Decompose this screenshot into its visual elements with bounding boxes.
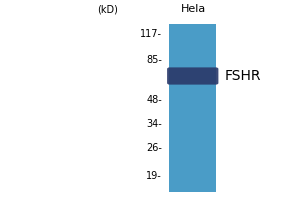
Text: 34-: 34- (146, 119, 162, 129)
Bar (169, 24, 216, 192)
Text: (kD): (kD) (98, 4, 118, 14)
Text: 26-: 26- (146, 143, 162, 153)
Text: 48-: 48- (146, 95, 162, 105)
Text: 19-: 19- (146, 171, 162, 181)
Text: Hela: Hela (181, 4, 206, 14)
Text: FSHR: FSHR (225, 69, 262, 83)
Text: 85-: 85- (146, 55, 162, 65)
Text: 117-: 117- (140, 29, 162, 39)
FancyBboxPatch shape (167, 67, 218, 85)
